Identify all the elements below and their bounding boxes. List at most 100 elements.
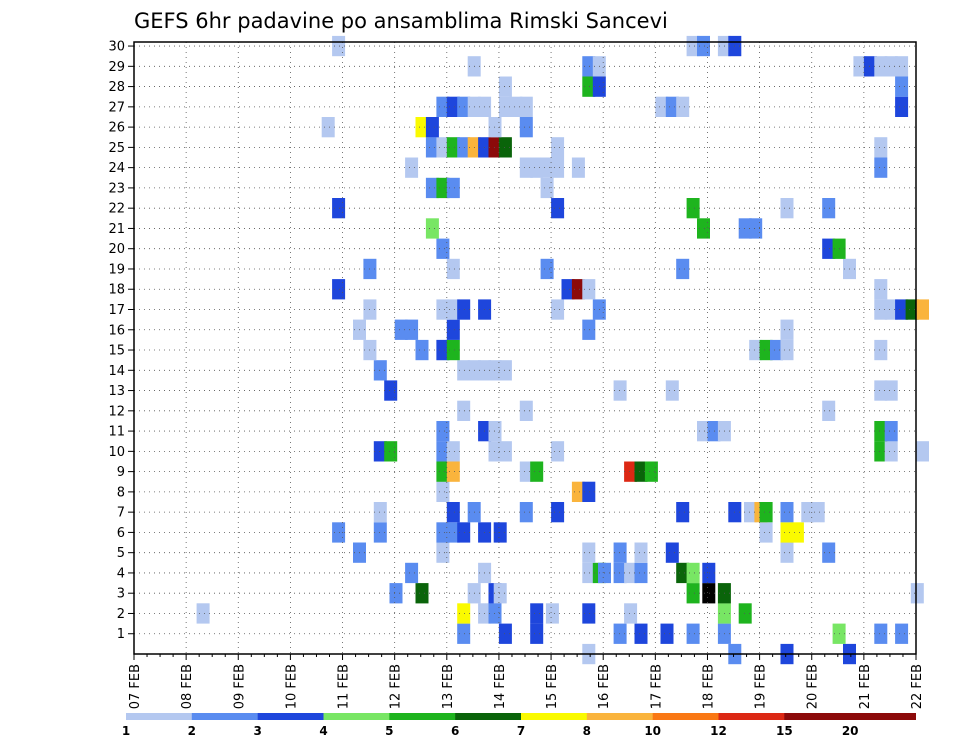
cell-member-21	[738, 218, 752, 239]
colorbar-label: 20	[842, 724, 859, 738]
colorbar-label: 2	[188, 724, 196, 738]
colorbar-label: 4	[319, 724, 327, 738]
cell-member-7	[801, 502, 815, 523]
cell-member-19	[676, 258, 690, 280]
x-axis: 07 FEB 08 FEB 09 FEB 10 FEB 11 FEB 12 FEB 13 F…	[128, 654, 925, 709]
cell-member-17	[916, 299, 929, 320]
cell-member-18	[874, 279, 888, 300]
cell-member-27	[676, 96, 690, 117]
cell-member-8	[436, 481, 450, 502]
cell-member-15	[749, 339, 763, 361]
cell-member-30	[332, 35, 346, 57]
cell-member-23	[436, 177, 450, 199]
cell-member-6	[759, 522, 773, 543]
cell-member-17	[884, 299, 898, 320]
cell-member-14	[457, 360, 471, 381]
cell-member-3	[686, 583, 700, 604]
cell-member-28	[582, 76, 596, 97]
cell-member-18	[571, 279, 585, 300]
cell-member-12	[519, 400, 533, 421]
y-tick-label: 7	[117, 506, 125, 521]
cell-member-16	[394, 319, 408, 340]
colorbar-label: 10	[644, 724, 661, 738]
cell-member-20	[822, 238, 836, 259]
cell-member-6	[436, 522, 450, 543]
cell-member-13	[613, 380, 627, 401]
cell-member-10	[436, 441, 450, 462]
x-tick-label: 14 FEB	[493, 664, 508, 709]
cell-member-27	[519, 96, 533, 117]
cell-member-17	[895, 299, 909, 320]
x-tick-label: 21 FEB	[858, 664, 873, 709]
y-tick-label: 18	[108, 283, 125, 298]
cell-member-10	[384, 441, 398, 462]
cell-member-25	[457, 137, 471, 158]
cell-member-7	[780, 502, 794, 523]
y-tick-label: 29	[108, 60, 125, 75]
cell-member-13	[874, 380, 888, 401]
cell-member-5	[780, 542, 794, 563]
cell-member-23	[540, 177, 554, 199]
cell-member-13	[884, 380, 898, 401]
cell-member-9	[530, 461, 544, 482]
x-tick-label: 22 FEB	[910, 664, 925, 709]
cell-member-13	[384, 380, 398, 401]
cell-member-15	[770, 339, 783, 361]
cell-member-11	[697, 421, 710, 442]
x-tick-label: 17 FEB	[649, 664, 664, 709]
y-tick-label: 21	[108, 222, 125, 237]
x-tick-label: 11 FEB	[337, 664, 352, 709]
cell-member-4	[582, 562, 596, 584]
cell-member-24	[551, 157, 565, 178]
cell-member-7	[759, 502, 773, 523]
cell-member-19	[446, 258, 460, 280]
cell-member-1	[660, 623, 674, 644]
cell-member-1	[530, 623, 544, 644]
cell-member-7	[551, 502, 565, 523]
cell-member-28	[498, 76, 512, 97]
cell-member-4	[686, 562, 700, 584]
cell-member-17	[457, 299, 471, 320]
cell-member-6	[493, 522, 507, 543]
cell-member-15	[446, 339, 460, 361]
colorbar-swatch	[191, 713, 259, 720]
cell-member-10	[916, 441, 929, 462]
cell-member-4	[405, 562, 419, 584]
cell-member-6	[457, 522, 471, 543]
grid-lines	[134, 42, 916, 654]
cell-member-22	[551, 198, 565, 219]
x-tick-label: 20 FEB	[806, 664, 821, 709]
cell-member-16	[582, 319, 596, 340]
cell-member-2	[624, 603, 638, 624]
cell-member-9	[446, 461, 460, 482]
cell-member-17	[874, 299, 888, 320]
cell-member-29	[895, 56, 909, 77]
cell-member-4	[613, 562, 627, 584]
cell-member-1	[634, 623, 648, 644]
cell-member-5	[613, 542, 627, 563]
cell-member-26	[519, 117, 533, 138]
y-tick-label: 28	[108, 80, 125, 95]
y-tick-label: 19	[108, 262, 125, 277]
cell-member-27	[446, 96, 460, 117]
cell-member-25	[874, 137, 888, 158]
cell-member-9	[624, 461, 638, 482]
colorbar-label: 12	[710, 724, 727, 738]
x-tick-label: 13 FEB	[441, 664, 456, 709]
cell-member-28	[895, 76, 909, 97]
cell-member-13	[665, 380, 679, 401]
y-tick-label: 2	[117, 607, 125, 622]
cell-member-22	[686, 198, 700, 219]
colorbar-swatch	[652, 713, 719, 720]
cell-member-3	[389, 583, 403, 604]
cell-member-27	[457, 96, 471, 117]
x-tick-label: 12 FEB	[389, 664, 404, 709]
cell-member-7	[676, 502, 690, 523]
cell-member-5	[665, 542, 679, 563]
x-tick-label: 10 FEB	[284, 664, 299, 709]
cell-member-24	[874, 157, 888, 178]
colorbar-swatch	[718, 713, 785, 720]
y-tick-label: 1	[117, 627, 125, 642]
cell-member-7	[519, 502, 533, 523]
x-tick-label: 08 FEB	[180, 664, 195, 709]
